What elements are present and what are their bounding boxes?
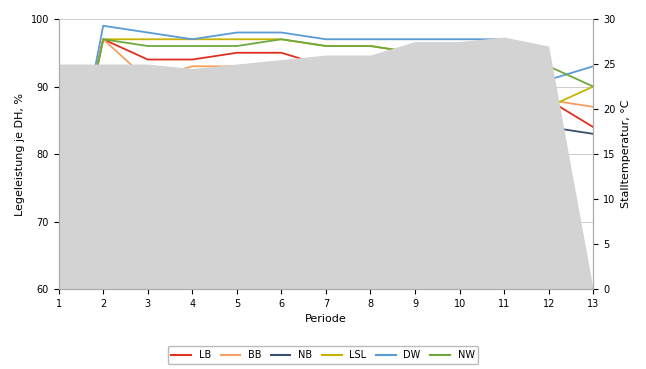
Legend: LB, BB, NB, LSL, DW, NW: LB, BB, NB, LSL, DW, NW xyxy=(167,346,479,364)
X-axis label: Periode: Periode xyxy=(305,314,347,324)
Y-axis label: Legeleistung je DH, %: Legeleistung je DH, % xyxy=(15,93,25,215)
Y-axis label: Stalltemperatur, °C: Stalltemperatur, °C xyxy=(621,100,631,208)
